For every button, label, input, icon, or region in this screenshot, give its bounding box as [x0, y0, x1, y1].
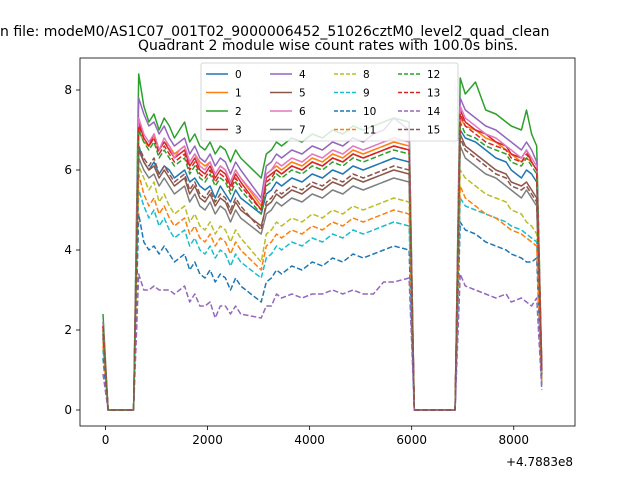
legend-label-4: 4 — [299, 69, 306, 81]
y-axis: 0 2 4 6 8 — [64, 83, 80, 417]
legend-label-1: 1 — [235, 88, 242, 100]
legend-label-6: 6 — [299, 106, 306, 118]
y-tick-label: 4 — [64, 243, 72, 257]
series-line-5 — [102, 133, 543, 411]
series-line-0 — [102, 129, 543, 411]
legend-label-10: 10 — [363, 106, 376, 118]
series-line-13 — [102, 113, 543, 411]
series-line-14 — [102, 273, 543, 411]
x-tick-label: 4000 — [294, 433, 325, 447]
legend-label-15: 15 — [427, 125, 440, 137]
series-line-6 — [102, 105, 543, 411]
legend-label-3: 3 — [235, 125, 242, 137]
legend-label-11: 11 — [363, 125, 376, 137]
legend-label-5: 5 — [299, 88, 306, 100]
chart-title: Quadrant 2 module wise count rates with … — [138, 38, 518, 54]
x-axis: 0 2000 4000 6000 8000 — [102, 426, 529, 447]
y-tick-label: 0 — [64, 403, 72, 417]
series-line-9 — [102, 189, 543, 411]
plot-frame — [79, 57, 576, 427]
series-line-8 — [102, 165, 543, 411]
legend-label-14: 14 — [427, 106, 441, 118]
x-tick-label: 8000 — [498, 433, 529, 447]
legend-label-9: 9 — [363, 88, 370, 100]
x-tick-label: 0 — [102, 433, 110, 447]
series-line-12 — [102, 121, 543, 411]
series-line-7 — [102, 145, 543, 411]
figure-suptitle: n file: modeM0/AS1C07_001T02_9000006452_… — [0, 24, 549, 40]
legend-label-7: 7 — [299, 125, 306, 137]
series-line-2 — [102, 73, 543, 411]
y-tick-label: 6 — [64, 163, 72, 177]
legend-label-2: 2 — [235, 106, 242, 118]
series-line-4 — [102, 97, 543, 411]
series-line-11 — [102, 173, 543, 411]
y-tick-label: 2 — [64, 323, 72, 337]
legend-box — [200, 62, 459, 142]
legend-label-0: 0 — [235, 69, 242, 81]
series-line-10 — [102, 213, 543, 411]
x-tick-label: 6000 — [396, 433, 427, 447]
series-line-15 — [102, 137, 543, 411]
x-tick-label: 2000 — [192, 433, 223, 447]
series-line-1 — [102, 117, 543, 411]
legend-label-12: 12 — [427, 69, 440, 81]
y-tick-label: 8 — [64, 83, 72, 97]
legend-label-13: 13 — [427, 88, 440, 100]
series-layer — [102, 73, 543, 411]
legend-label-8: 8 — [363, 69, 370, 81]
x-offset-label: +4.7883e8 — [506, 455, 573, 469]
